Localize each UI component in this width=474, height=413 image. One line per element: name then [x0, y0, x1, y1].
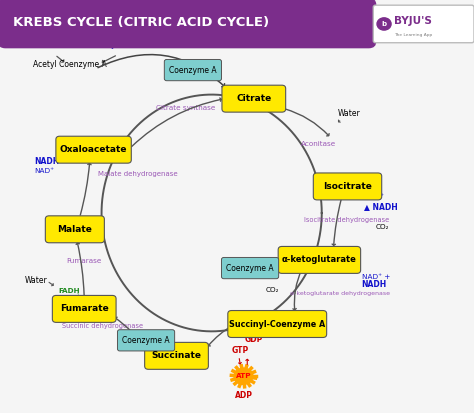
Text: Succinate: Succinate	[152, 351, 201, 361]
Text: Succinic dehydrogenase: Succinic dehydrogenase	[62, 323, 143, 329]
Circle shape	[234, 368, 253, 385]
FancyBboxPatch shape	[56, 136, 131, 163]
FancyBboxPatch shape	[164, 59, 221, 81]
Text: Coenzyme A: Coenzyme A	[122, 336, 170, 345]
Text: CO₂: CO₂	[375, 224, 389, 230]
Text: Citrate: Citrate	[236, 94, 272, 103]
FancyBboxPatch shape	[52, 295, 116, 323]
Text: Malate dehydrogenase: Malate dehydrogenase	[98, 171, 177, 177]
Text: Fatty acids: Fatty acids	[96, 40, 139, 49]
Text: NADH: NADH	[35, 157, 60, 166]
FancyBboxPatch shape	[0, 0, 375, 47]
Text: Citrate synthase: Citrate synthase	[156, 105, 216, 111]
Text: GTP: GTP	[231, 346, 248, 355]
Text: ₂: ₂	[77, 292, 79, 297]
Text: Water: Water	[338, 109, 361, 118]
Text: NAD⁺: NAD⁺	[364, 194, 384, 199]
Text: The Learning App: The Learning App	[394, 33, 432, 37]
Text: Acetyl Coenzyme A: Acetyl Coenzyme A	[33, 60, 107, 69]
Text: Coenzyme A: Coenzyme A	[169, 66, 217, 75]
Text: b: b	[382, 21, 387, 27]
Text: Coenzyme A: Coenzyme A	[226, 263, 274, 273]
Text: NAD⁺: NAD⁺	[35, 168, 55, 174]
Text: Aconitase: Aconitase	[301, 140, 336, 147]
Text: Fumarase: Fumarase	[66, 258, 102, 264]
Text: KREBS CYCLE (CITRIC ACID CYCLE): KREBS CYCLE (CITRIC ACID CYCLE)	[12, 16, 269, 29]
Text: Succinyl-Coenzyme A: Succinyl-Coenzyme A	[229, 320, 325, 328]
Text: BYJU'S: BYJU'S	[394, 16, 432, 26]
Text: Water: Water	[25, 276, 48, 285]
Text: ATP: ATP	[236, 373, 251, 379]
FancyBboxPatch shape	[46, 216, 104, 243]
Text: FADH: FADH	[58, 287, 80, 294]
Text: Isocitrate dehydrogenase: Isocitrate dehydrogenase	[304, 217, 390, 223]
FancyBboxPatch shape	[228, 311, 327, 337]
FancyBboxPatch shape	[145, 342, 209, 369]
Text: Malate: Malate	[57, 225, 92, 234]
Text: Fumarate: Fumarate	[60, 304, 109, 313]
Text: FAD: FAD	[75, 299, 89, 305]
Text: NADH: NADH	[362, 280, 387, 289]
Text: α-ketoglutarate dehydrogenase: α-ketoglutarate dehydrogenase	[290, 292, 390, 297]
FancyBboxPatch shape	[222, 85, 286, 112]
Text: Glucose: Glucose	[39, 40, 71, 49]
FancyBboxPatch shape	[118, 330, 174, 351]
FancyBboxPatch shape	[373, 5, 474, 43]
Text: NAD⁺ +: NAD⁺ +	[362, 274, 390, 280]
Text: Isocitrate: Isocitrate	[323, 182, 372, 191]
Text: Oxaloacetate: Oxaloacetate	[60, 145, 128, 154]
FancyBboxPatch shape	[278, 247, 361, 273]
FancyBboxPatch shape	[313, 173, 382, 200]
Text: Succinyl-CoA synthetase: Succinyl-CoA synthetase	[237, 331, 319, 337]
FancyBboxPatch shape	[221, 257, 279, 279]
Text: CO₂: CO₂	[266, 287, 280, 293]
Text: α-ketoglutarate: α-ketoglutarate	[282, 255, 357, 264]
Text: GDP: GDP	[245, 335, 263, 344]
Text: ADP: ADP	[235, 392, 253, 400]
Circle shape	[377, 18, 391, 30]
Text: ▲ NADH: ▲ NADH	[364, 202, 398, 211]
